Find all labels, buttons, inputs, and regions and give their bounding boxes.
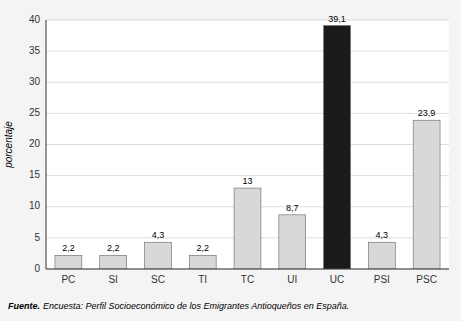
data-label: 4,3 [152,230,165,240]
footnote-lead: Fuente. [8,301,40,311]
data-label: 2,2 [107,243,120,253]
footnote-text: Encuesta: Perfil Socioeconómico de los E… [43,301,349,311]
bar [234,188,261,269]
plot-area [46,20,449,269]
x-tick-label: SC [151,274,165,285]
x-tick-label: PSI [374,274,390,285]
data-label: 23,9 [418,108,436,118]
bar [279,215,306,269]
data-label: 2,2 [196,243,209,253]
x-tick-label: TI [198,274,207,285]
y-tick-label: 30 [29,76,41,87]
bar [368,242,395,269]
x-tick-label: PC [61,274,75,285]
footnote: Fuente.Encuesta: Perfil Socioeconómico d… [8,301,349,311]
x-tick-label: UC [330,274,344,285]
bar [413,120,440,269]
bar [100,255,127,269]
data-label: 39,1 [328,14,346,24]
grid-line [46,20,449,21]
data-label: 2,2 [62,243,75,253]
y-axis: 0 5 10 15 20 25 30 35 40 [29,14,41,274]
grid [46,20,449,269]
x-tick-label: UI [287,274,297,285]
grid-line [46,144,449,145]
data-label: 13 [242,176,252,186]
y-tick-label: 40 [29,14,41,25]
bar [145,242,172,269]
x-axis: PC SI SC TI TC UI UC PSI PSC [61,274,436,285]
y-tick-label: 15 [29,169,41,180]
y-tick-label: 5 [34,232,40,243]
y-tick-label: 10 [29,200,41,211]
grid-line [46,51,449,52]
chart: 0 5 10 15 20 25 30 35 40 2,2 2,2 4,3 2,2 13 8,7 39,1 4,3… [0,0,461,321]
y-tick-label: 20 [29,138,41,149]
x-tick-label: SI [108,274,117,285]
data-labels: 2,2 2,2 4,3 2,2 13 8,7 39,1 4,3 23,9 [62,14,435,254]
y-axis-line [46,20,47,269]
bar [189,255,216,269]
grid-line [46,113,449,114]
y-tick-label: 25 [29,107,41,118]
grid-line [46,82,449,83]
bar [55,255,82,269]
data-label: 8,7 [286,203,299,213]
x-tick-label: TC [241,274,254,285]
x-axis-line [46,269,449,270]
bars [55,26,440,269]
y-tick-label: 0 [34,263,40,274]
y-axis-label: porcentaje [3,121,14,169]
bar [324,26,351,269]
x-tick-label: PSC [416,274,437,285]
grid-line [46,269,449,270]
data-label: 4,3 [376,230,389,240]
y-tick-label: 35 [29,45,41,56]
